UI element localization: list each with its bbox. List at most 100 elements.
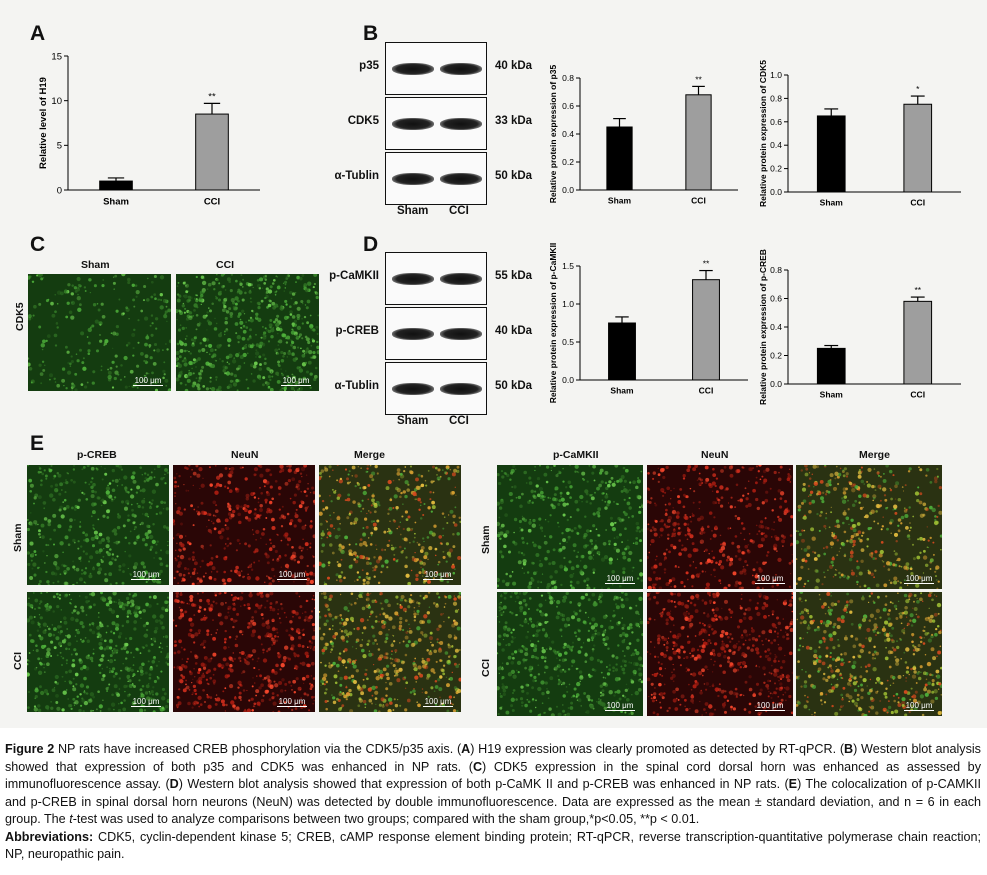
scale-bar-line (904, 583, 934, 584)
blot-band (392, 382, 434, 395)
chart-p-camkii: 0.0 0.5 1.0 1.5 Relative protein expression … (548, 243, 760, 418)
micrograph-texture (319, 465, 461, 585)
caption-abbr-text: CDK5, cyclin-dependent kinase 5; CREB, c… (5, 829, 981, 862)
panel-letter-a: A (30, 22, 46, 45)
y-tick-label: 0.4 (770, 322, 782, 332)
col-label-p-camkii: p-CaMKII (553, 449, 599, 461)
micrograph-texture (647, 465, 793, 589)
panel-letter-b: B (363, 22, 379, 45)
caption-t-italic: t (69, 812, 73, 826)
scale-bar-line (423, 579, 453, 580)
figure-2: A 0 5 10 15 Relative level of H19 Sham ** CCI B… (0, 0, 987, 728)
chart-svg: 0.0 0.5 1.0 1.5 Relative protein expression … (548, 243, 748, 403)
col-label-neun-right: NeuN (701, 449, 729, 461)
x-category-label: CCI (699, 386, 714, 396)
bar-cci (903, 300, 933, 385)
micrograph-texture (319, 592, 461, 712)
blot-band (440, 62, 482, 75)
y-axis-label: Relative protein expression of p-CREB (758, 249, 768, 405)
scale-bar: 100 μm (755, 701, 785, 712)
scale-bar: 100 μm (423, 697, 453, 708)
scale-bar-line (904, 710, 934, 711)
blot-band (392, 62, 434, 75)
caption-title: NP rats have increased CREB phosphorylat… (54, 742, 462, 756)
caption-ref-d: D (169, 777, 179, 791)
blot-lane-label: CCI (449, 205, 469, 217)
scale-bar-label: 100 μm (424, 570, 452, 579)
col-label-cci: CCI (216, 259, 235, 271)
caption-figure-label: Figure 2 (5, 742, 55, 756)
scale-bar-label: 100 μm (606, 701, 634, 710)
micrograph-e-right-sham-merge: 100 μm (796, 465, 942, 589)
scale-bar-line (131, 706, 161, 707)
x-category-label: CCI (910, 198, 925, 208)
western-blot-d: p-CaMKII 55 kDa p-CREB 40 kDa α-Tublin 50 kDa… (320, 252, 550, 427)
blot-membrane (385, 362, 487, 415)
row-label-cci-right: CCI (480, 658, 492, 677)
y-axis-label: Relative level of H19 (38, 77, 49, 169)
scale-bar-line (281, 385, 311, 386)
y-tick-label: 0.5 (562, 337, 574, 347)
bar-sham (606, 126, 633, 191)
y-axis-label: Relative protein expression of p-CaMKII (548, 243, 558, 404)
col-label-merge-left: Merge (354, 449, 385, 461)
col-label-merge-right: Merge (859, 449, 890, 461)
x-category-label: Sham (610, 386, 634, 396)
row-label-sham-left: Sham (12, 523, 24, 552)
y-tick-label: 0.0 (770, 187, 782, 197)
blot-band (440, 382, 482, 395)
scale-bar-label: 100 μm (756, 574, 784, 583)
caption-ref-a: A (461, 742, 471, 756)
scale-bar-label: 100 μm (606, 574, 634, 583)
blot-protein-label: p-CaMKII (329, 269, 379, 282)
blot-size-label: 55 kDa (495, 269, 533, 282)
bar-sham (816, 115, 846, 193)
y-tick-label: 0.4 (770, 140, 782, 150)
micrograph-texture (176, 274, 319, 391)
scale-bar-line (277, 706, 307, 707)
col-label-p-creb: p-CREB (77, 449, 117, 461)
micrograph-e-right-cci-neun: 100 μm (647, 592, 793, 716)
bar-sham (608, 322, 636, 381)
y-tick-label: 0.6 (770, 293, 782, 303)
scale-bar-label: 100 μm (756, 701, 784, 710)
y-tick-label: 10 (51, 96, 62, 107)
scale-bar: 100 μm (131, 570, 161, 581)
x-category-label: Sham (608, 196, 632, 206)
y-tick-label: 5 (57, 141, 62, 152)
blot-membrane (385, 307, 487, 360)
blot-band (440, 272, 482, 285)
bar-cci (685, 94, 712, 191)
y-tick-label: 0 (57, 185, 62, 196)
x-category-label: Sham (103, 197, 129, 208)
micrograph-cdk5-cci: 100 μm (176, 274, 319, 391)
blot-membrane (385, 42, 487, 95)
blot-lane-label: CCI (449, 415, 469, 427)
blot-band (440, 327, 482, 340)
micrograph-e-left-sham-p-creb: 100 μm (27, 465, 169, 585)
y-tick-label: 0.6 (562, 101, 574, 111)
micrograph-e-right-cci-p-camkii: 100 μm (497, 592, 643, 716)
y-tick-label: 0.0 (562, 375, 574, 385)
y-tick-label: 0.2 (770, 164, 782, 174)
micrograph-texture (173, 465, 315, 585)
significance-mark: * (916, 84, 920, 94)
scale-bar: 100 μm (133, 376, 163, 387)
scale-bar-label: 100 μm (278, 570, 306, 579)
x-category-label: CCI (204, 197, 220, 208)
micrograph-e-left-sham-merge: 100 μm (319, 465, 461, 585)
y-axis-label: Relative protein expression of CDK5 (758, 60, 768, 207)
y-tick-label: 0.2 (562, 157, 574, 167)
x-category-label: Sham (820, 390, 844, 400)
scale-bar: 100 μm (131, 697, 161, 708)
scale-bar: 100 μm (423, 570, 453, 581)
blot-lane-label: Sham (397, 205, 429, 217)
y-tick-label: 15 (51, 51, 62, 62)
caption-text-c: ) CDK5 expression in the spinal cord dor… (5, 759, 981, 792)
scale-bar-label: 100 μm (132, 570, 160, 579)
blot-size-label: 40 kDa (495, 324, 533, 337)
row-label-cci-left: CCI (12, 651, 24, 670)
scale-bar-label: 100 μm (132, 697, 160, 706)
